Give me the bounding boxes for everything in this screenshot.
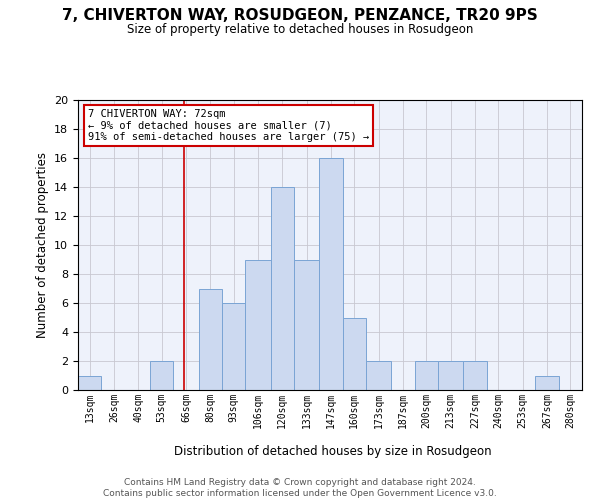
Text: Contains HM Land Registry data © Crown copyright and database right 2024.
Contai: Contains HM Land Registry data © Crown c… <box>103 478 497 498</box>
Bar <box>535 376 559 390</box>
Bar <box>319 158 343 390</box>
Bar <box>463 361 487 390</box>
Text: 7 CHIVERTON WAY: 72sqm
← 9% of detached houses are smaller (7)
91% of semi-detac: 7 CHIVERTON WAY: 72sqm ← 9% of detached … <box>88 108 370 142</box>
Bar <box>150 361 173 390</box>
Bar <box>199 288 222 390</box>
Text: 7, CHIVERTON WAY, ROSUDGEON, PENZANCE, TR20 9PS: 7, CHIVERTON WAY, ROSUDGEON, PENZANCE, T… <box>62 8 538 22</box>
Bar <box>343 318 366 390</box>
Bar <box>294 260 319 390</box>
Bar <box>415 361 438 390</box>
Text: Distribution of detached houses by size in Rosudgeon: Distribution of detached houses by size … <box>174 444 492 458</box>
Bar <box>438 361 463 390</box>
Text: Size of property relative to detached houses in Rosudgeon: Size of property relative to detached ho… <box>127 22 473 36</box>
Bar <box>366 361 391 390</box>
Bar <box>78 376 101 390</box>
Y-axis label: Number of detached properties: Number of detached properties <box>35 152 49 338</box>
Bar <box>271 187 294 390</box>
Bar <box>222 303 245 390</box>
Bar <box>245 260 271 390</box>
